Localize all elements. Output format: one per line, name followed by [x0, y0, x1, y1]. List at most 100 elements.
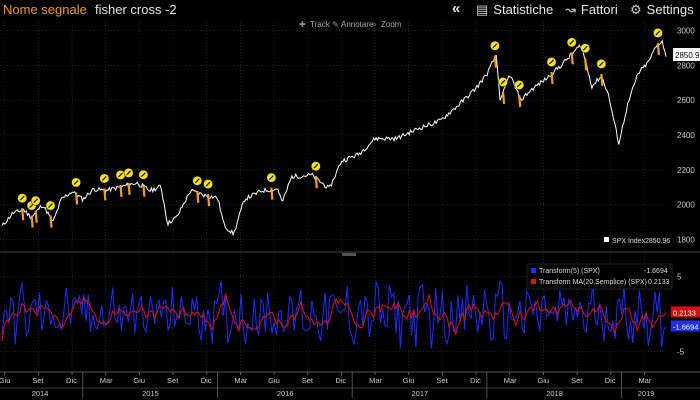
settings-button[interactable]: ⚙ Settings	[630, 2, 694, 18]
price-legend-swatch	[604, 237, 609, 242]
month-tick-label: Dic	[66, 376, 77, 385]
signal-marker[interactable]	[580, 43, 591, 54]
signal-segment	[518, 94, 522, 108]
price-tick-label: 2400	[677, 131, 695, 140]
signal-marker[interactable]	[498, 77, 508, 87]
signal-segment	[196, 190, 200, 203]
signal-marker-glyph	[582, 45, 588, 51]
month-tick-label: Mar	[100, 376, 113, 385]
year-tick-label: 2015	[142, 389, 159, 398]
signal-marker[interactable]	[203, 179, 213, 189]
signal-marker-glyph	[19, 195, 25, 201]
signal-segment	[570, 52, 574, 65]
indicator-tick-label: -5	[677, 347, 685, 356]
legend-label-transform5: Transform(5) (SPX)	[539, 268, 600, 275]
price-tick-label: 3000	[677, 27, 695, 36]
month-tick-label: Giu	[268, 376, 280, 385]
signal-marker-glyph	[500, 79, 506, 85]
chart-icon: ▤	[476, 2, 489, 17]
indicator-value-tag-label: 0.2133	[673, 308, 696, 317]
month-tick-label: Set	[302, 376, 314, 385]
month-tick-label: Set	[32, 376, 44, 385]
month-tick-label: Giu	[403, 376, 415, 385]
settings-label: Settings	[646, 2, 694, 17]
signal-marker-glyph	[492, 43, 498, 49]
price-legend: SPX Index 2850.96	[604, 237, 670, 245]
signal-segment	[314, 176, 318, 189]
price-legend-label: SPX Index	[612, 238, 646, 245]
signal-marker[interactable]	[123, 168, 134, 178]
signal-marker[interactable]	[653, 28, 663, 38]
signal-marker[interactable]	[490, 40, 500, 51]
month-tick-label: Dic	[605, 376, 616, 385]
gear-icon: ⚙	[630, 2, 642, 17]
signal-marker[interactable]	[17, 193, 28, 204]
signal-marker[interactable]	[115, 170, 126, 180]
back-button[interactable]: «	[452, 0, 461, 17]
pencil-icon: ✎	[332, 20, 339, 29]
month-tick-label: Mar	[638, 376, 651, 385]
signal-marker[interactable]	[566, 37, 577, 48]
indicator-legend-box	[526, 263, 673, 290]
x-axis: Giu Set Dic Mar Giu Set Dic Mar Giu Set Dic Mar Giu S…	[0, 372, 654, 398]
signal-marker[interactable]	[71, 177, 81, 188]
signal-marker-glyph	[598, 61, 604, 67]
crosshair-icon: ✚	[299, 20, 306, 29]
zoom-label: Zoom	[381, 20, 402, 29]
month-tick-label: Giu	[133, 376, 145, 385]
panel-resize-handle[interactable]	[342, 253, 356, 256]
signal-marker[interactable]	[30, 195, 41, 206]
indicator-tick-label: 5	[677, 273, 682, 282]
signal-marker[interactable]	[546, 57, 557, 67]
signal-marker[interactable]	[596, 59, 607, 69]
factors-button[interactable]: ↝ Fattori	[565, 2, 618, 18]
signal-segment	[103, 188, 107, 201]
zoom-tool[interactable]: ⌕ Zoom	[372, 20, 402, 29]
price-tick-label: 2800	[677, 61, 695, 70]
annotate-tool[interactable]: ✎ Annotare	[332, 20, 374, 29]
signal-marker-glyph	[126, 170, 132, 176]
last-price-value: 2850.96	[675, 51, 700, 60]
month-tick-label: Dic	[201, 376, 212, 385]
price-legend-value: 2850.96	[645, 238, 670, 245]
signal-name-value[interactable]: fisher cross -2	[95, 2, 177, 17]
signal-marker[interactable]	[266, 172, 277, 183]
signal-marker[interactable]	[138, 169, 149, 180]
signal-marker[interactable]	[99, 173, 110, 184]
year-tick-label: 2016	[277, 389, 294, 398]
signal-segment	[21, 208, 25, 221]
signal-marker[interactable]	[514, 80, 525, 90]
signal-segment	[142, 184, 146, 197]
indicator-legend: Transform(5) (SPX) -1.6694 Transform MA(…	[526, 263, 673, 290]
month-tick-label: Dic	[470, 376, 481, 385]
signal-marker[interactable]	[310, 161, 321, 172]
signal-marker-glyph	[655, 30, 661, 36]
top-bar: Nome segnale fisher cross -2 « ▤ Statisti…	[0, 0, 700, 20]
factors-label: Fattori	[580, 2, 618, 17]
signal-marker[interactable]	[45, 200, 56, 211]
signal-segment	[49, 215, 53, 228]
indicator-value-tag	[671, 306, 700, 318]
month-tick-label: Dic	[335, 376, 346, 385]
legend-value-ma: 0.2133	[648, 279, 670, 286]
track-tool[interactable]: ✚ Track	[299, 20, 331, 29]
price-tick-label: 1800	[677, 235, 695, 244]
signal-marker-glyph	[194, 178, 200, 184]
signal-markers	[17, 28, 663, 228]
signal-marker-glyph	[140, 172, 146, 178]
signal-segment	[600, 73, 604, 86]
statistics-button[interactable]: ▤ Statistiche	[476, 2, 553, 18]
year-tick-label: 2019	[638, 389, 655, 398]
signal-segment	[74, 192, 79, 205]
legend-swatch-ma	[531, 279, 536, 284]
signal-marker-glyph	[48, 203, 53, 209]
last-price-tag	[673, 48, 700, 61]
indicator-value-tag-label: -1.6694	[673, 322, 698, 331]
track-label: Track	[310, 20, 331, 29]
month-tick-label: Set	[436, 376, 448, 385]
annotate-label: Annotare	[341, 20, 374, 29]
price-tick-label: 2200	[677, 166, 695, 175]
price-y-axis: 3000 2800 2600 2400 2200 2000 1800	[677, 27, 695, 245]
signal-marker[interactable]	[192, 175, 203, 186]
